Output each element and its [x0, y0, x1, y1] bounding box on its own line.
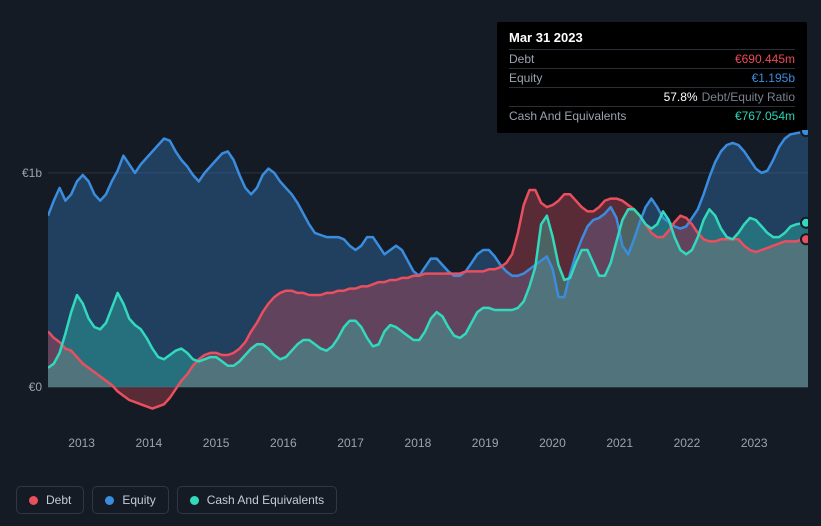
- legend-label: Debt: [46, 493, 71, 507]
- tooltip-row-equity: Equity €1.195b: [509, 68, 795, 87]
- series-endpoint-equity: [801, 130, 808, 136]
- tooltip-debt-value: €690.445m: [735, 52, 795, 66]
- tooltip-debt-label: Debt: [509, 52, 534, 66]
- x-tick-label: 2021: [606, 436, 633, 450]
- y-axis: €0 €1b: [14, 120, 48, 440]
- tooltip-equity-label: Equity: [509, 71, 542, 85]
- x-tick-label: 2015: [203, 436, 230, 450]
- legend-label: Cash And Equivalents: [207, 493, 324, 507]
- tooltip-row-ratio: 57.8% Debt/Equity Ratio: [509, 87, 795, 106]
- series-endpoint-cash: [801, 218, 808, 228]
- tooltip-date: Mar 31 2023: [509, 30, 795, 49]
- legend-dot-icon: [190, 496, 199, 505]
- tooltip-ratio-value: 57.8% Debt/Equity Ratio: [664, 90, 795, 104]
- legend-item-equity[interactable]: Equity: [92, 486, 168, 514]
- x-tick-label: 2023: [741, 436, 768, 450]
- chart[interactable]: €0€1b 2013201420152016201720182019202020…: [14, 120, 809, 440]
- legend-dot-icon: [105, 496, 114, 505]
- tooltip-ratio-txt: Debt/Equity Ratio: [702, 90, 795, 104]
- tooltip-row-debt: Debt €690.445m: [509, 49, 795, 68]
- tooltip-equity-value: €1.195b: [752, 71, 795, 85]
- y-tick-label: €0: [29, 380, 42, 394]
- x-tick-label: 2016: [270, 436, 297, 450]
- tooltip-ratio-pct: 57.8%: [664, 90, 698, 104]
- x-tick-label: 2017: [337, 436, 364, 450]
- legend-item-cash[interactable]: Cash And Equivalents: [177, 486, 337, 514]
- legend: Debt Equity Cash And Equivalents: [16, 486, 337, 514]
- legend-dot-icon: [29, 496, 38, 505]
- series-endpoint-debt: [801, 234, 808, 244]
- x-tick-label: 2020: [539, 436, 566, 450]
- legend-item-debt[interactable]: Debt: [16, 486, 84, 514]
- chart-plot: [48, 130, 808, 430]
- x-tick-label: 2013: [68, 436, 95, 450]
- legend-label: Equity: [122, 493, 155, 507]
- x-tick-label: 2018: [405, 436, 432, 450]
- hover-tooltip: Mar 31 2023 Debt €690.445m Equity €1.195…: [497, 22, 807, 133]
- x-tick-label: 2022: [674, 436, 701, 450]
- x-tick-label: 2019: [472, 436, 499, 450]
- x-axis: 2013 2014 2015 2016 2017 2018 2019 2020 2021 2022…: [48, 436, 808, 456]
- y-tick-label: €1b: [22, 166, 42, 180]
- x-tick-label: 2014: [136, 436, 163, 450]
